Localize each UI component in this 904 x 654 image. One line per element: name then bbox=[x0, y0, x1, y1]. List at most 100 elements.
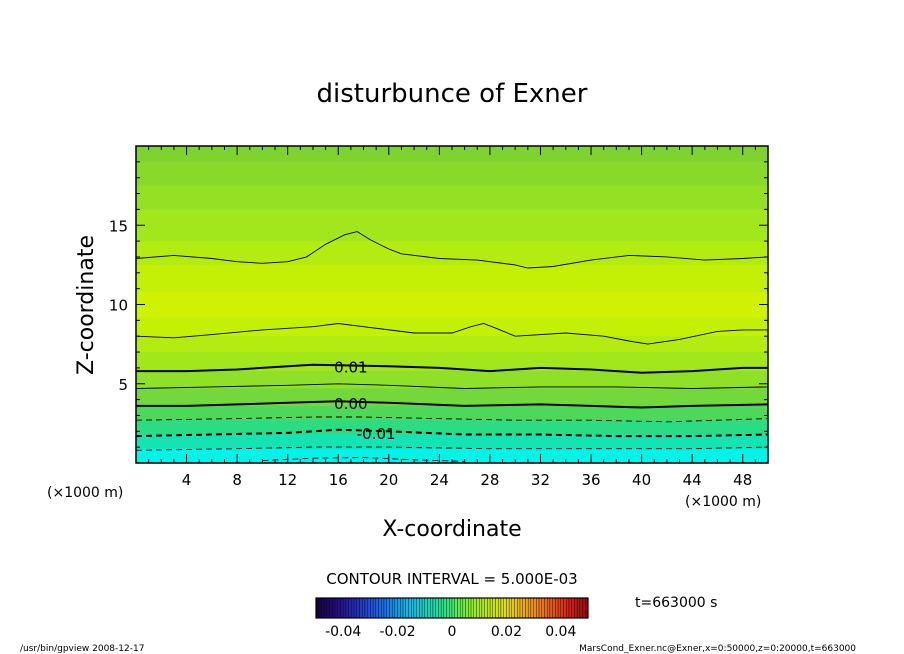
colorbar-cell-8 bbox=[337, 597, 341, 619]
contour-line-2 bbox=[136, 363, 768, 374]
colorbar-cell-73 bbox=[514, 597, 518, 619]
contour-labels: 0.01 0.00 -0.01 bbox=[334, 358, 396, 443]
contour-interval-text: CONTOUR INTERVAL = 5.000E-03 bbox=[326, 570, 577, 588]
x-axis-label: X-coordinate bbox=[382, 517, 521, 542]
colorbar-tick-label-0: -0.04 bbox=[325, 624, 361, 640]
x-tick-label-28: 28 bbox=[480, 471, 499, 489]
colorbar-cell-59 bbox=[476, 597, 480, 619]
colorbar-cell-75 bbox=[519, 597, 523, 619]
contour-line-7 bbox=[136, 446, 768, 451]
colorbar-cell-68 bbox=[500, 597, 504, 619]
colorbar-cell-32 bbox=[402, 597, 406, 619]
colorbar-cell-7 bbox=[334, 597, 338, 619]
colorbar-cell-13 bbox=[351, 597, 355, 619]
colorbar-cell-98 bbox=[582, 597, 586, 619]
contour-label-1: 0.00 bbox=[334, 395, 367, 413]
colorbar-cell-22 bbox=[375, 597, 379, 619]
colorbar-cell-28 bbox=[391, 597, 396, 619]
colorbar-cell-14 bbox=[353, 597, 357, 619]
colorbar-cell-78 bbox=[527, 597, 532, 619]
colorbar-cell-64 bbox=[489, 597, 493, 619]
contour-line-4 bbox=[136, 400, 768, 409]
colorbar-cell-3 bbox=[323, 597, 328, 619]
colorbar-tick-label-4: 0.04 bbox=[545, 624, 576, 640]
colorbar-cell-42 bbox=[430, 597, 434, 619]
x-tick-label-32: 32 bbox=[531, 471, 550, 489]
colorbar-cell-24 bbox=[381, 597, 385, 619]
contour-line-5 bbox=[136, 416, 768, 423]
fill-band-7 bbox=[136, 317, 768, 337]
contour-label-0: 0.01 bbox=[334, 358, 367, 376]
colorbar-cell-11 bbox=[345, 597, 349, 619]
colorbar-cell-53 bbox=[459, 597, 464, 619]
colorbar-cell-86 bbox=[549, 597, 553, 619]
colorbar-cell-62 bbox=[484, 597, 488, 619]
fill-band-12 bbox=[136, 405, 768, 421]
colorbar-cell-96 bbox=[576, 597, 581, 619]
colorbar-cell-93 bbox=[568, 597, 572, 619]
colorbar-cell-91 bbox=[563, 597, 567, 619]
contour-line-8 bbox=[262, 457, 465, 462]
fill-band-10 bbox=[136, 371, 768, 390]
colorbar-cell-47 bbox=[443, 597, 447, 619]
fill-band-14 bbox=[136, 434, 768, 450]
colorbar-cell-45 bbox=[438, 597, 442, 619]
fill-band-5 bbox=[136, 264, 768, 293]
colorbar-cell-4 bbox=[326, 597, 330, 619]
colorbar-cell-82 bbox=[538, 597, 542, 619]
colorbar-cell-41 bbox=[427, 597, 431, 619]
colorbar-cell-25 bbox=[383, 597, 387, 619]
colorbar-cell-74 bbox=[517, 597, 521, 619]
colorbar-cell-87 bbox=[552, 597, 556, 619]
colorbar-cell-61 bbox=[481, 597, 485, 619]
x-unit-label-left: (×1000 m) bbox=[47, 485, 123, 501]
colorbar-cell-70 bbox=[506, 597, 510, 619]
x-tick-label-8: 8 bbox=[232, 471, 242, 489]
y-tick-label-5: 5 bbox=[118, 376, 128, 394]
colorbar-cell-36 bbox=[413, 597, 417, 619]
colorbar-cell-21 bbox=[372, 597, 377, 619]
colorbar-cell-6 bbox=[332, 597, 336, 619]
colorbar-cell-50 bbox=[451, 597, 455, 619]
x-unit-label-right: (×1000 m) bbox=[685, 494, 761, 510]
colorbar-cell-34 bbox=[408, 597, 412, 619]
colorbar-cell-83 bbox=[541, 597, 545, 619]
colorbar-cell-90 bbox=[560, 597, 564, 619]
y-tick-label-15: 15 bbox=[109, 217, 128, 235]
footer-right: MarsCond_Exner.nc@Exner,x=0:50000,z=0:20… bbox=[579, 644, 856, 654]
colorbar-cell-15 bbox=[356, 597, 360, 619]
fill-band-3 bbox=[136, 209, 768, 242]
contour-lines bbox=[136, 231, 768, 462]
colorbar-tick-label-3: 0.02 bbox=[491, 624, 522, 640]
colorbar-cell-65 bbox=[492, 597, 496, 619]
colorbar-cell-56 bbox=[468, 597, 472, 619]
plot-area: 0.010.00-0.01 4 8 12 16 20 24 28 32 36 40 44 48 510… bbox=[109, 145, 769, 489]
colorbar bbox=[315, 597, 589, 619]
time-label: t=663000 s bbox=[635, 595, 717, 611]
colorbar-cell-80 bbox=[533, 597, 537, 619]
contour-label-2: -0.01 bbox=[357, 425, 396, 443]
colorbar-cell-67 bbox=[498, 597, 502, 619]
colorbar-cell-85 bbox=[547, 597, 551, 619]
colorbar-cell-66 bbox=[495, 597, 499, 619]
colorbar-cell-19 bbox=[367, 597, 371, 619]
x-tick-label-36: 36 bbox=[581, 471, 600, 489]
x-tick-label-4: 4 bbox=[182, 471, 192, 489]
colorbar-cell-31 bbox=[400, 597, 404, 619]
colorbar-cell-81 bbox=[536, 597, 540, 619]
colorbar-cell-26 bbox=[386, 597, 390, 619]
fill-band-4 bbox=[136, 241, 768, 266]
colorbar-cell-95 bbox=[574, 597, 578, 619]
contour-line-0 bbox=[136, 231, 768, 269]
contour-line-1 bbox=[136, 323, 768, 345]
colorbar-cell-97 bbox=[579, 597, 583, 619]
colorbar-cell-40 bbox=[424, 597, 428, 619]
colorbar-cell-84 bbox=[544, 597, 548, 619]
colorbar-cell-9 bbox=[340, 597, 344, 619]
colorbar-cell-29 bbox=[394, 597, 398, 619]
colorbar-cell-39 bbox=[421, 597, 425, 619]
colorbar-cell-12 bbox=[348, 597, 352, 619]
colorbar-cell-52 bbox=[457, 597, 461, 619]
colorbar-cell-51 bbox=[454, 597, 458, 619]
